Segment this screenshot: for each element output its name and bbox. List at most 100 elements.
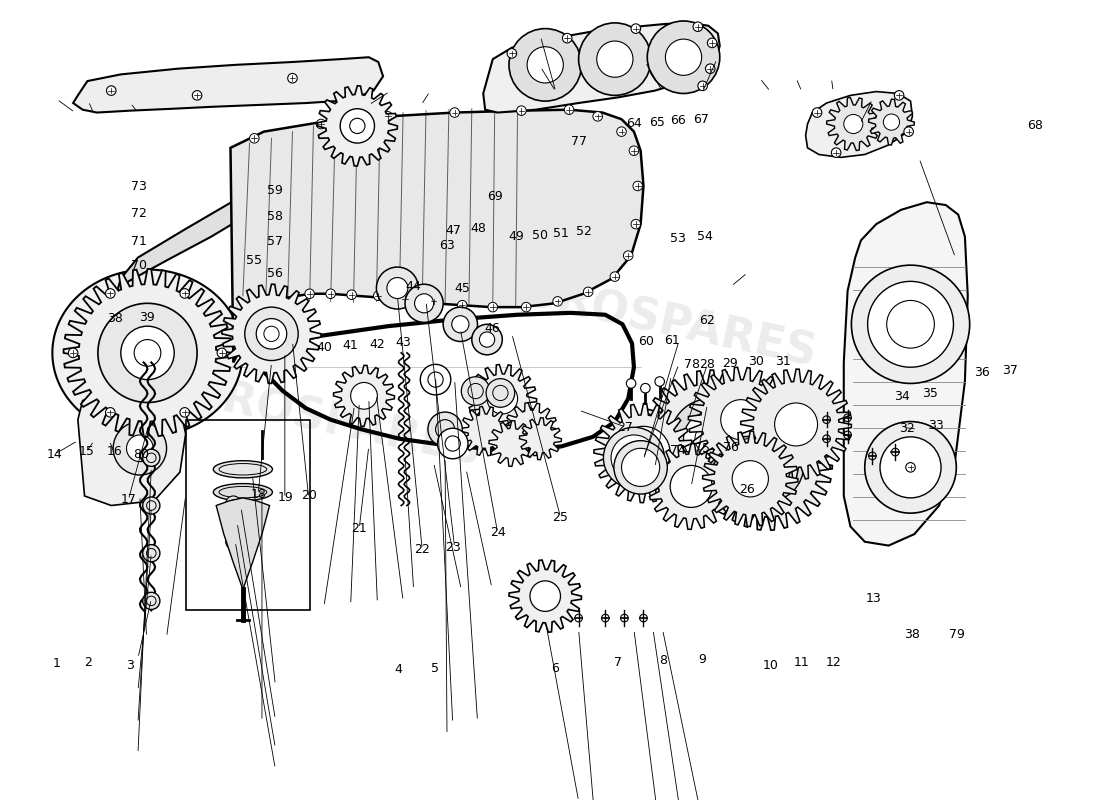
Text: 12: 12 xyxy=(825,656,842,669)
Text: 44: 44 xyxy=(406,281,421,294)
Circle shape xyxy=(487,383,518,414)
Circle shape xyxy=(905,462,915,472)
Text: 72: 72 xyxy=(131,207,146,220)
Circle shape xyxy=(428,412,462,446)
Text: 45: 45 xyxy=(454,282,470,295)
Circle shape xyxy=(670,466,712,507)
Polygon shape xyxy=(231,110,644,362)
Circle shape xyxy=(351,382,377,409)
Circle shape xyxy=(143,497,160,514)
Text: 49: 49 xyxy=(508,230,525,243)
Text: 15: 15 xyxy=(78,446,95,458)
Text: 30: 30 xyxy=(748,355,763,368)
Circle shape xyxy=(666,39,702,75)
Text: 57: 57 xyxy=(267,234,283,248)
Text: 54: 54 xyxy=(697,230,713,243)
Text: 38: 38 xyxy=(904,628,920,642)
Polygon shape xyxy=(78,386,186,506)
Circle shape xyxy=(626,378,636,388)
Polygon shape xyxy=(641,370,779,507)
Text: 80: 80 xyxy=(133,448,148,462)
Circle shape xyxy=(553,297,562,306)
Circle shape xyxy=(670,398,750,479)
Circle shape xyxy=(317,119,326,129)
Circle shape xyxy=(579,23,651,95)
Text: 19: 19 xyxy=(277,491,294,504)
Circle shape xyxy=(420,364,451,395)
Circle shape xyxy=(245,307,298,361)
Circle shape xyxy=(480,332,495,347)
Circle shape xyxy=(458,301,468,310)
Polygon shape xyxy=(333,366,395,426)
Circle shape xyxy=(593,111,603,121)
Circle shape xyxy=(126,435,153,462)
Text: 69: 69 xyxy=(487,190,504,203)
Text: 32: 32 xyxy=(899,422,914,435)
Circle shape xyxy=(774,403,817,446)
Circle shape xyxy=(621,448,660,486)
Polygon shape xyxy=(740,369,851,480)
Polygon shape xyxy=(509,560,582,632)
Circle shape xyxy=(461,377,490,406)
Text: 73: 73 xyxy=(131,181,146,194)
Circle shape xyxy=(180,408,189,417)
Circle shape xyxy=(405,284,443,322)
Text: 76: 76 xyxy=(723,441,738,454)
Text: 3: 3 xyxy=(126,659,134,672)
Circle shape xyxy=(376,267,418,309)
Text: 63: 63 xyxy=(439,239,455,252)
Circle shape xyxy=(113,422,166,475)
Text: 37: 37 xyxy=(1002,364,1018,378)
Polygon shape xyxy=(116,103,372,296)
Ellipse shape xyxy=(213,483,273,501)
Circle shape xyxy=(305,289,315,298)
Text: 18: 18 xyxy=(251,488,266,501)
Circle shape xyxy=(288,74,297,83)
Text: 10: 10 xyxy=(762,659,779,672)
Circle shape xyxy=(880,437,942,498)
Text: 71: 71 xyxy=(131,234,146,248)
Circle shape xyxy=(832,148,840,158)
Text: 17: 17 xyxy=(120,494,136,506)
Text: 33: 33 xyxy=(928,419,944,432)
Circle shape xyxy=(868,282,954,367)
Circle shape xyxy=(472,324,503,355)
Text: 34: 34 xyxy=(893,390,910,403)
Text: EUROSPARES: EUROSPARES xyxy=(153,364,485,475)
Polygon shape xyxy=(703,431,798,526)
Circle shape xyxy=(624,251,632,260)
Text: 23: 23 xyxy=(446,542,461,554)
Circle shape xyxy=(256,318,287,349)
Circle shape xyxy=(617,127,626,136)
Text: 7: 7 xyxy=(614,656,623,669)
Circle shape xyxy=(617,426,670,480)
Polygon shape xyxy=(504,402,558,456)
Text: 11: 11 xyxy=(794,656,810,669)
Text: 47: 47 xyxy=(446,224,461,237)
Text: 65: 65 xyxy=(649,115,666,129)
Circle shape xyxy=(107,86,116,95)
Polygon shape xyxy=(689,367,793,472)
Circle shape xyxy=(226,515,241,530)
Circle shape xyxy=(226,534,241,550)
Circle shape xyxy=(143,450,160,466)
Circle shape xyxy=(654,377,664,386)
Text: 74: 74 xyxy=(670,444,686,457)
Circle shape xyxy=(415,294,433,313)
Circle shape xyxy=(640,383,650,393)
Circle shape xyxy=(387,278,408,298)
Circle shape xyxy=(400,294,410,303)
Circle shape xyxy=(744,442,791,490)
Text: 60: 60 xyxy=(639,335,654,348)
Text: 31: 31 xyxy=(776,355,791,368)
Text: 43: 43 xyxy=(395,336,411,349)
Text: 16: 16 xyxy=(107,446,122,458)
Circle shape xyxy=(443,307,477,342)
Text: 28: 28 xyxy=(700,358,715,371)
Circle shape xyxy=(217,348,227,358)
Circle shape xyxy=(143,545,160,562)
Circle shape xyxy=(429,297,439,306)
Circle shape xyxy=(383,111,393,121)
Text: 20: 20 xyxy=(300,490,317,502)
Circle shape xyxy=(106,289,116,298)
